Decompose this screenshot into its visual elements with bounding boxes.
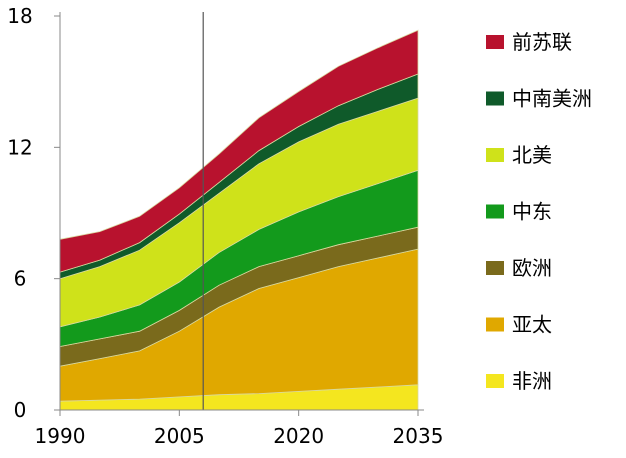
legend-label: 北美	[512, 143, 552, 167]
y-tick-label: 18	[7, 4, 32, 28]
legend-label: 欧洲	[512, 256, 552, 280]
y-tick-label: 6	[14, 267, 27, 291]
legend-label: 中东	[512, 200, 552, 224]
legend-label: 中南美洲	[512, 87, 592, 111]
axes-layer: 0 6 12 18 1990 2005 2020 2035	[7, 4, 443, 448]
legend-swatch	[486, 261, 504, 275]
y-tick-label: 0	[14, 398, 27, 422]
x-tick-label: 2005	[154, 424, 205, 448]
legend-swatch	[486, 148, 504, 162]
legend-label: 亚太	[512, 313, 552, 337]
legend-label: 前苏联	[512, 30, 572, 54]
legend-label: 非洲	[512, 369, 552, 393]
x-tick-label: 2020	[273, 424, 324, 448]
area-series-6	[59, 29, 419, 273]
legend-swatch	[486, 317, 504, 332]
x-tick-label: 2035	[393, 424, 444, 448]
legend-swatch	[486, 204, 504, 219]
area-layer	[59, 29, 419, 411]
legend-swatch	[486, 91, 504, 106]
legend-swatch	[486, 374, 504, 388]
y-tick-label: 12	[7, 135, 32, 159]
x-tick-label: 1990	[35, 424, 86, 448]
legend-swatch	[486, 35, 504, 49]
